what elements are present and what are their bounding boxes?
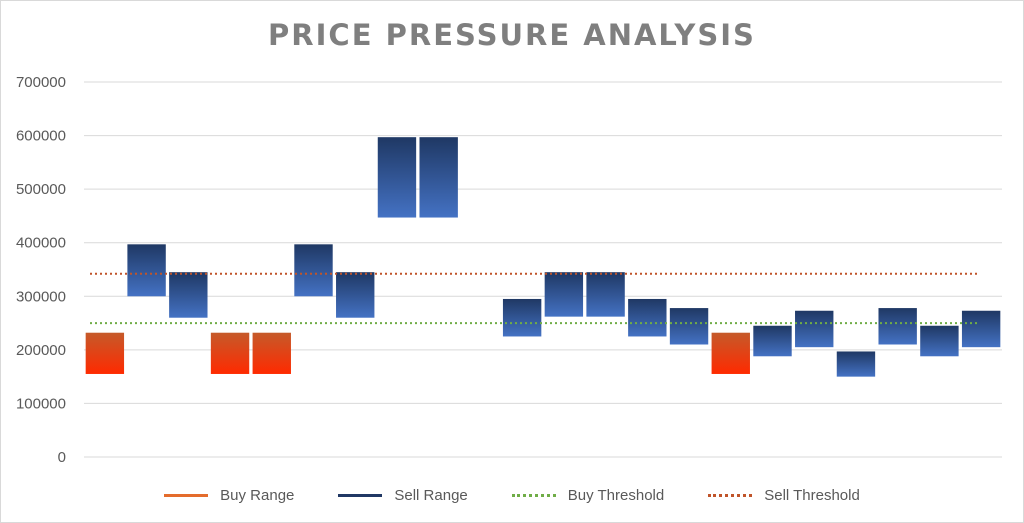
y-tick-label: 0 — [58, 449, 66, 466]
y-tick-label: 500000 — [16, 181, 66, 198]
sell-range-bar — [961, 310, 1001, 348]
legend-item-buy-threshold: Buy Threshold — [511, 486, 665, 504]
sell-range-bar — [502, 298, 542, 337]
sell-range-bar — [127, 244, 166, 297]
sell-range-bar — [795, 310, 834, 348]
chart-title: PRICE PRESSURE ANALYSIS — [268, 18, 756, 52]
y-tick-label: 200000 — [16, 342, 66, 359]
legend-item-sell-range: Sell Range — [338, 486, 468, 504]
legend-swatch-sell-threshold — [708, 493, 753, 497]
sell-range-bar — [544, 272, 584, 317]
sell-range-bar — [377, 137, 417, 218]
legend-label-sell-range: Sell Range — [394, 486, 468, 504]
buy-range-bar — [252, 332, 291, 374]
legend-swatch-sell-range — [338, 493, 383, 497]
legend-item-sell-threshold: Sell Threshold — [708, 487, 860, 504]
y-tick-label: 600000 — [16, 128, 66, 145]
legend-label-sell-threshold: Sell Threshold — [764, 486, 860, 504]
sell-range-bar — [586, 272, 625, 317]
legend: Buy Range Sell Range Buy Threshold Sell … — [0, 484, 1024, 506]
buy-range-bar — [711, 332, 750, 374]
y-tick-label: 400000 — [16, 235, 66, 252]
sell-range-bar — [920, 325, 959, 357]
legend-label-buy-range: Buy Range — [220, 486, 295, 504]
legend-swatch-buy-range — [164, 493, 209, 497]
sell-range-bar — [419, 137, 458, 218]
sell-range-bar — [878, 308, 917, 345]
sell-range-bar — [669, 308, 709, 345]
y-tick-label: 700000 — [16, 74, 66, 91]
buy-range-bar — [210, 332, 250, 374]
legend-label-buy-threshold: Buy Threshold — [567, 486, 665, 504]
y-tick-label: 100000 — [16, 395, 66, 412]
sell-range-bar — [628, 298, 667, 337]
sell-range-bar — [169, 272, 208, 318]
legend-item-buy-range: Buy Range — [164, 487, 294, 504]
sell-range-bar — [836, 351, 876, 377]
legend-swatch-buy-threshold — [511, 493, 556, 497]
y-tick-label: 300000 — [16, 288, 66, 305]
sell-range-bar — [753, 325, 792, 357]
sell-range-bar — [294, 244, 333, 297]
sell-range-bar — [336, 272, 375, 318]
buy-range-bar — [85, 332, 125, 374]
